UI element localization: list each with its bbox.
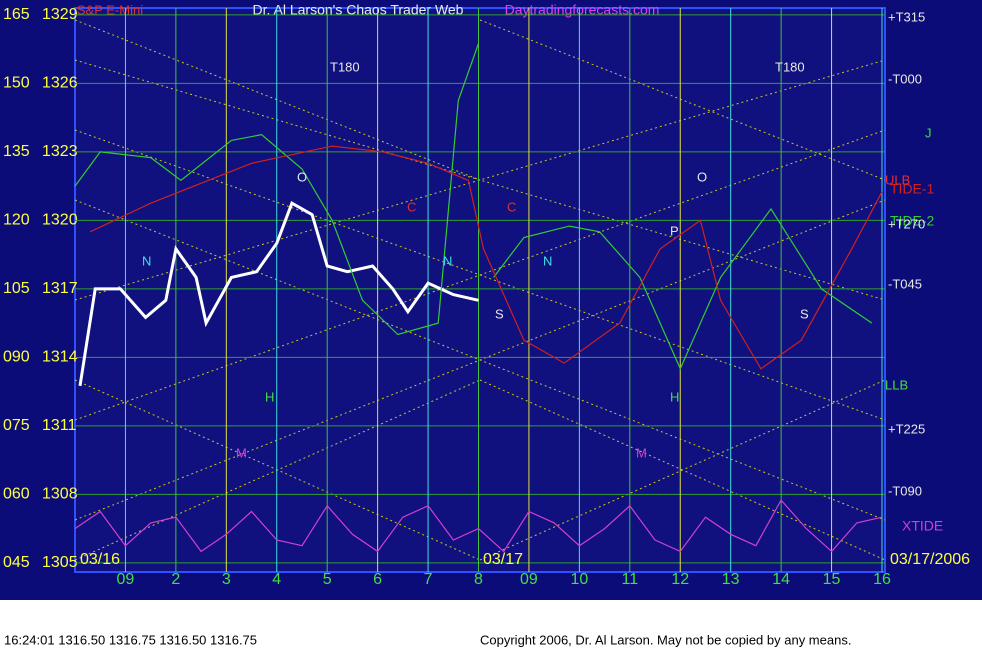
- annotation: C: [507, 199, 516, 214]
- diagonal-lines: [74, 19, 886, 561]
- x-tick-label: 10: [570, 571, 588, 588]
- x-tick-label: 4: [272, 571, 281, 588]
- annotation: -T000: [888, 71, 922, 86]
- chart-title: Dr. Al Larson's Chaos Trader Web: [253, 2, 464, 18]
- annotation: O: [297, 169, 307, 184]
- annotation: T180: [330, 59, 360, 74]
- x-tick-label: 09: [117, 571, 135, 588]
- y-tick-label: 1314: [42, 349, 78, 366]
- annotation: 03/17: [483, 551, 523, 568]
- x-tick-label: 8: [474, 571, 483, 588]
- series-line: [78, 201, 479, 387]
- x-tick-label: 09: [520, 571, 538, 588]
- x-tick-label: 2: [171, 571, 180, 588]
- x-tick-label: 6: [373, 571, 382, 588]
- annotation: P: [670, 223, 679, 238]
- annotation: S: [800, 306, 809, 321]
- y-tick-label: 1311: [42, 417, 77, 434]
- y2-tick-label: 150: [3, 75, 30, 92]
- series-label: S&P E-Mini: [77, 2, 143, 17]
- y2-tick-label: 090: [3, 349, 30, 366]
- series-line: [74, 499, 883, 553]
- x-tick-label: 13: [722, 571, 740, 588]
- annotation: LLB: [885, 377, 908, 392]
- x-tick-label: 12: [671, 571, 689, 588]
- legend-entry: TIDE-1: [890, 181, 935, 197]
- annotation: -T090: [888, 483, 922, 498]
- annotation: +T315: [888, 9, 925, 24]
- annotation: 03/17/2006: [890, 551, 970, 568]
- annotation: -T045: [888, 276, 922, 291]
- annotation: C: [407, 199, 416, 214]
- x-tick-label: 16: [873, 571, 891, 588]
- x-tick-label: 11: [622, 571, 639, 588]
- annotation: M: [636, 445, 647, 460]
- chart-subtitle: Daytradingforecasts.com: [505, 2, 660, 18]
- annotation: H: [265, 389, 274, 404]
- x-tick-label: 3: [222, 571, 231, 588]
- y2-tick-label: 105: [3, 280, 30, 297]
- annotation: ULB: [885, 172, 910, 187]
- annotation: J: [925, 125, 932, 140]
- y-tick-label: 1308: [42, 486, 78, 503]
- quote: 16:24:01 1316.50 1316.75 1316.50 1316.75: [4, 632, 257, 647]
- y-tick-label: 1320: [42, 212, 78, 229]
- y-tick-label: 1305: [42, 554, 78, 571]
- legend-entry: XTIDE: [902, 518, 943, 534]
- y-tick-label: 1329: [42, 6, 78, 23]
- y-tick-label: 1326: [42, 75, 78, 92]
- annotation: 03/16: [80, 551, 120, 568]
- y2-tick-label: 165: [3, 6, 30, 23]
- annotation: M: [236, 445, 247, 460]
- legend-entry: TIDE-2: [890, 213, 935, 229]
- annotation: N: [543, 253, 552, 268]
- annotation: N: [443, 253, 452, 268]
- copyright: Copyright 2006, Dr. Al Larson. May not b…: [480, 632, 851, 647]
- y-tick-label: 1317: [42, 280, 78, 297]
- annotation: N: [142, 253, 151, 268]
- annotation: S: [495, 306, 504, 321]
- x-tick-label: 15: [823, 571, 841, 588]
- y2-tick-label: 120: [3, 212, 30, 229]
- x-tick-label: 7: [424, 571, 433, 588]
- series-line: [74, 43, 873, 371]
- y2-tick-label: 060: [3, 486, 30, 503]
- annotation: T180: [775, 59, 805, 74]
- x-tick-label: 5: [323, 571, 332, 588]
- annotation: +T270: [888, 216, 925, 231]
- annotation: +T225: [888, 421, 925, 436]
- series-line: [89, 145, 883, 370]
- plot-area: [74, 7, 886, 573]
- x-tick-label: 14: [772, 571, 790, 588]
- y2-tick-label: 135: [3, 143, 30, 160]
- annotation: H: [670, 389, 679, 404]
- y2-tick-label: 075: [3, 417, 30, 434]
- annotation: O: [697, 169, 707, 184]
- y-tick-label: 1323: [42, 143, 78, 160]
- y2-tick-label: 045: [3, 554, 30, 571]
